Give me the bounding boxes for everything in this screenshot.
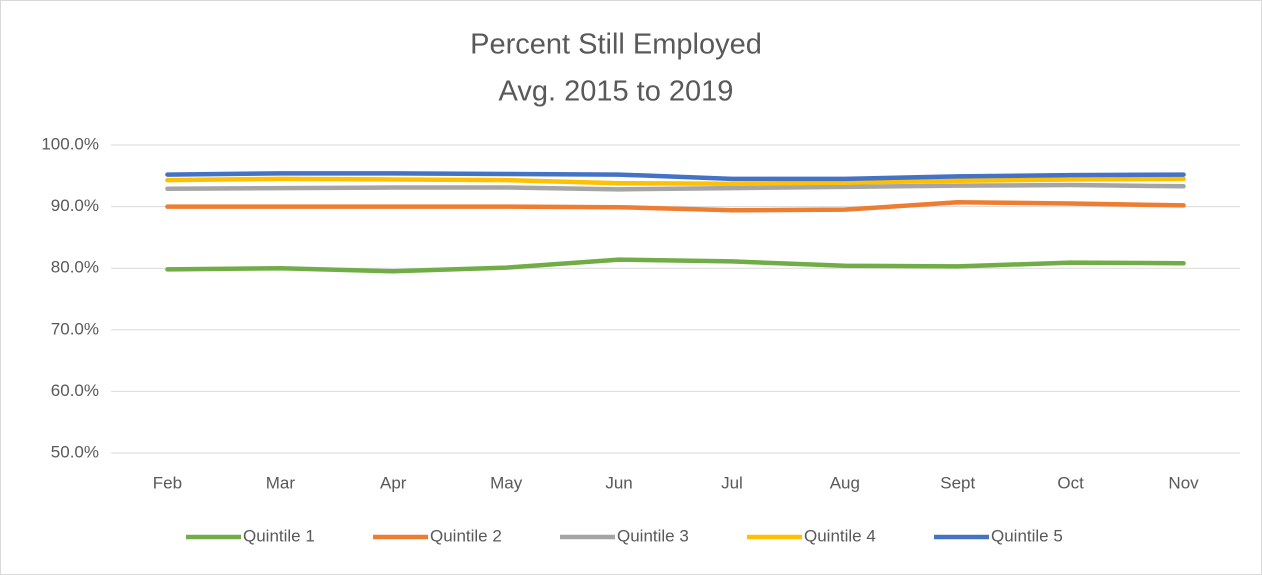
legend-label: Quintile 4 [804,526,876,545]
series-line [165,176,1186,187]
y-tick-label: 80.0% [51,258,99,277]
x-tick-label: Nov [1168,473,1199,492]
legend-label: Quintile 1 [243,526,315,545]
x-tick-label: Apr [380,473,407,492]
x-tick-label: Aug [830,473,860,492]
x-tick-label: Jun [605,473,632,492]
series-line [165,200,1186,213]
x-tick-label: Sept [940,473,975,492]
series-line [165,171,1186,182]
series-line [165,257,1186,274]
y-tick-label: 70.0% [51,319,99,338]
x-tick-label: May [490,473,523,492]
legend-label: Quintile 3 [617,526,689,545]
legend-label: Quintile 5 [991,526,1063,545]
x-tick-label: Oct [1057,473,1084,492]
y-tick-label: 50.0% [51,442,99,461]
x-tick-label: Feb [153,473,182,492]
chart-subtitle: Avg. 2015 to 2019 [499,76,734,108]
legend-label: Quintile 2 [430,526,502,545]
x-tick-label: Jul [721,473,743,492]
y-tick-label: 100.0% [41,134,99,153]
y-tick-label: 90.0% [51,196,99,215]
chart-title: Percent Still Employed [470,29,762,61]
y-tick-label: 60.0% [51,381,99,400]
x-tick-label: Mar [266,473,296,492]
series-line [165,182,1186,192]
